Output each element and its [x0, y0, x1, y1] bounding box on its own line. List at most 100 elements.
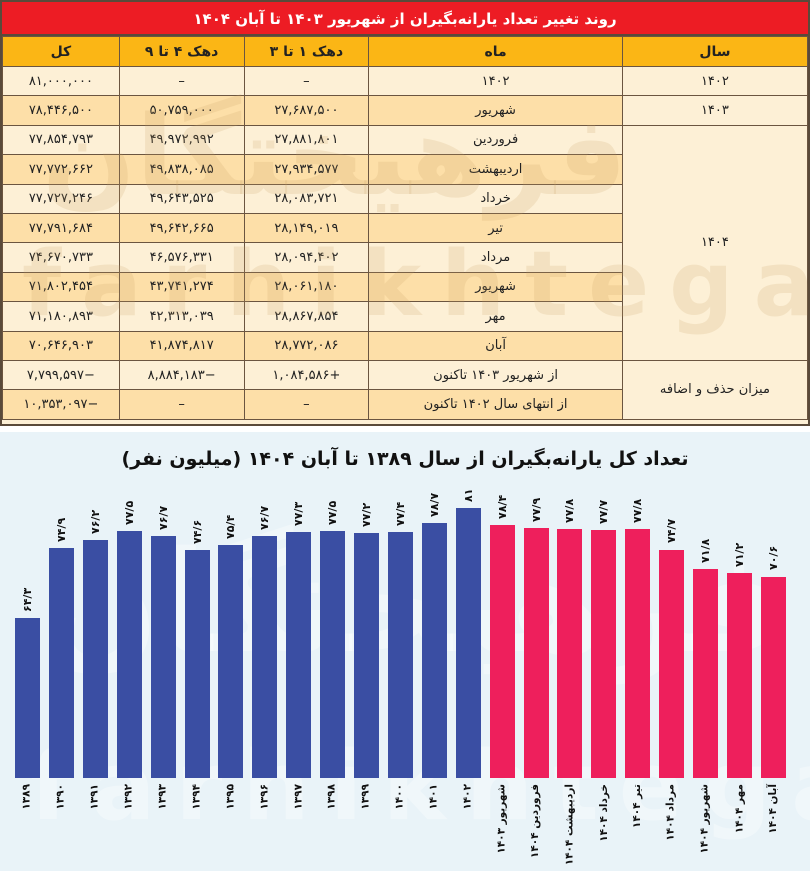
bar [116, 531, 142, 778]
cell-total: ۷۴,۶۷۰,۷۳۳ [2, 242, 120, 273]
bar [150, 536, 176, 778]
cell-month: تیر [368, 212, 623, 244]
x-axis-label: ۱۳۸۹ [21, 784, 33, 810]
chart-panel: فرهیختگان farhikhtegan تعداد کل یارانه‌ب… [0, 432, 810, 871]
cell-year: ۱۴۰۳ [621, 95, 809, 126]
cell-decile-1-3: ۲۸,۷۷۲,۰۸۶ [243, 330, 370, 361]
cell-month: از انتهای سال ۱۴۰۲ تاکنون [368, 389, 623, 420]
x-axis-label: شهریور ۱۴۰۳ [495, 784, 508, 854]
cell-decile-1-3: ۲۸,۱۴۹,۰۱۹ [243, 212, 370, 244]
bar-value-label: ۷۷/۷ [597, 499, 611, 524]
header-year: سال [621, 36, 809, 67]
table-title: روند تغییر تعداد یارانه‌بگیران از شهریور… [2, 2, 808, 36]
x-axis-label: ۱۳۹۲ [122, 784, 135, 810]
bar-value-label: ۷۱/۸ [699, 538, 712, 563]
bar [625, 529, 651, 778]
subsidy-table: سال ماه دهک ۱ تا ۳ دهک ۴ تا ۹ کل ۱۴۰۲ ۱۴۰… [2, 36, 809, 420]
bar-value-label: ۷۷/۸ [631, 498, 645, 524]
x-axis-label: ۱۳۹۷ [292, 784, 305, 810]
x-axis-label: خرداد ۱۴۰۴ [597, 784, 610, 842]
table-row: ۱۴۰۳ شهریور ۲۷,۶۸۷,۵۰۰ ۵۰,۷۵۹,۰۰۰ ۷۸,۴۴۶,۵۰۰ [2, 95, 809, 126]
bar-value-label: ۷۸/۴ [495, 494, 509, 520]
cell-total: −۷,۷۹۹,۵۹۷ [2, 359, 120, 391]
cell-total: −۱۰,۳۵۳,۰۹۷ [2, 389, 120, 420]
bar [455, 508, 481, 778]
header-month: ماه [368, 36, 623, 67]
bar-value-label: ۷۰/۶ [766, 546, 780, 571]
bar-value-label: ۷۱/۲ [732, 542, 746, 567]
bar-value-label: ۷۷/۲ [360, 502, 373, 528]
bar-value-label: ۷۴/۷ [665, 519, 679, 544]
bar [421, 523, 447, 778]
bar-value-label: ۷۶/۲ [88, 509, 102, 534]
bar [726, 572, 752, 778]
table-row: آبان ۲۸,۷۷۲,۰۸۶ ۴۱,۸۷۴,۸۱۷ ۷۰,۶۴۶,۹۰۳ [2, 330, 808, 361]
cell-total: ۷۷,۷۹۱,۶۸۴ [2, 212, 120, 244]
cell-month: ۱۴۰۲ [368, 65, 623, 97]
bar [320, 531, 346, 778]
bar-value-label: ۸۱ [461, 488, 475, 502]
x-axis-label: ۱۳۹۱ [88, 784, 101, 810]
table-row: ۱۴۰۴ فروردین ۲۷,۸۸۱,۸۰۱ ۴۹,۹۷۲,۹۹۲ ۷۷,۸۵۴,۷۹… [2, 124, 809, 361]
table-row: تیر ۲۸,۱۴۹,۰۱۹ ۴۹,۶۴۲,۶۶۵ ۷۷,۷۹۱,۶۸۴ [2, 212, 808, 244]
cell-decile-4-9: ۴۹,۶۴۲,۶۶۵ [118, 212, 245, 244]
table-row: ۱۴۰۲ ۱۴۰۲– –۸۱,۰۰۰,۰۰۰ [2, 65, 809, 97]
cell-total: ۷۸,۴۴۶,۵۰۰ [2, 95, 120, 126]
x-axis-label: ۱۳۹۴ [190, 784, 203, 810]
cell-decile-1-3: ۲۸,۰۹۴,۴۰۲ [243, 242, 370, 273]
bar [557, 529, 583, 778]
cell-decile-4-9: ۴۹,۸۳۸,۰۸۵ [118, 154, 245, 185]
cell-month: فروردین [368, 124, 623, 156]
cell-decile-1-3: – [243, 65, 370, 97]
table-row: میزان حذف و اضافه از شهریور ۱۴۰۳ تاکنون +۱… [2, 359, 809, 420]
cell-total: ۷۷,۸۵۴,۷۹۳ [2, 124, 120, 156]
bar-value-label: ۷۴/۶ [190, 519, 204, 545]
bar [15, 617, 40, 778]
x-axis-label: آبان ۱۴۰۴ [766, 784, 779, 834]
cell-decile-4-9: ۵۰,۷۵۹,۰۰۰ [118, 95, 245, 126]
header-decile-1-3: دهک ۱ تا ۳ [243, 36, 370, 67]
bar-value-label: ۷۷/۳ [292, 502, 306, 527]
bar-value-label: ۷۸/۷ [427, 492, 441, 518]
cell-month: خرداد [368, 183, 623, 214]
cell-decile-1-3: +۱,۰۸۴,۵۸۶ [243, 359, 370, 391]
cell-decile-4-9: – [118, 65, 245, 97]
cell-year: ۱۴۰۴ [621, 124, 809, 361]
bar [252, 536, 278, 778]
cell-decile-1-3: ۲۷,۹۳۴,۵۷۷ [243, 154, 370, 185]
bar-value-label: ۷۵/۴ [224, 514, 238, 539]
x-axis-label: ۱۳۹۹ [360, 784, 372, 810]
cell-total: ۷۱,۱۸۰,۸۹۳ [2, 301, 120, 332]
bar [387, 531, 413, 778]
bar-value-label: ۶۴/۳ [21, 587, 34, 612]
bar [591, 529, 617, 778]
bar-value-label: ۷۶/۷ [156, 506, 170, 531]
table-row: شهریور ۲۸,۰۶۱,۱۸۰ ۴۳,۷۴۱,۲۷۴ ۷۱,۸۰۲,۴۵۴ [2, 271, 808, 303]
bar-value-label: ۷۷/۸ [563, 498, 577, 524]
bar [48, 548, 74, 778]
x-axis-label: اردیبهشت ۱۴۰۴ [563, 784, 576, 866]
x-axis-label: ۱۴۰۲ [461, 784, 474, 810]
subsidy-table-panel: فرهیختگان farhikhtegan روند تغییر تعداد … [0, 0, 810, 426]
bar-value-label: ۷۷/۵ [326, 500, 340, 526]
x-axis-label: ۱۳۹۶ [258, 784, 271, 810]
bar-value-label: ۷۷/۴ [393, 501, 407, 526]
cell-decile-4-9: ۴۹,۹۷۲,۹۹۲ [118, 124, 245, 156]
cell-total: ۷۷,۷۲۷,۲۴۶ [2, 183, 120, 214]
bar [354, 533, 379, 778]
bar [184, 550, 210, 778]
cell-decile-4-9: ۴۹,۶۴۳,۵۲۵ [118, 183, 245, 214]
bar [82, 539, 108, 778]
x-axis-label: مرداد ۱۴۰۴ [665, 784, 678, 841]
x-axis-label: ۱۳۹۳ [156, 784, 169, 810]
bar [286, 532, 312, 778]
cell-decile-4-9: ۴۱,۸۷۴,۸۱۷ [118, 330, 245, 361]
cell-month: مرداد [368, 242, 623, 273]
cell-decile-1-3: ۲۸,۰۶۱,۱۸۰ [243, 271, 370, 303]
cell-month: شهریور [368, 271, 623, 303]
cell-month: اردیبهشت [368, 154, 623, 185]
x-axis-label: مهر ۱۴۰۴ [732, 784, 745, 834]
cell-decile-1-3: – [243, 389, 370, 420]
x-axis-label: فروردین ۱۴۰۴ [529, 784, 542, 859]
table-row: از انتهای سال ۱۴۰۲ تاکنون – – −۱۰,۳۵۳,۰۹۷ [2, 389, 808, 420]
